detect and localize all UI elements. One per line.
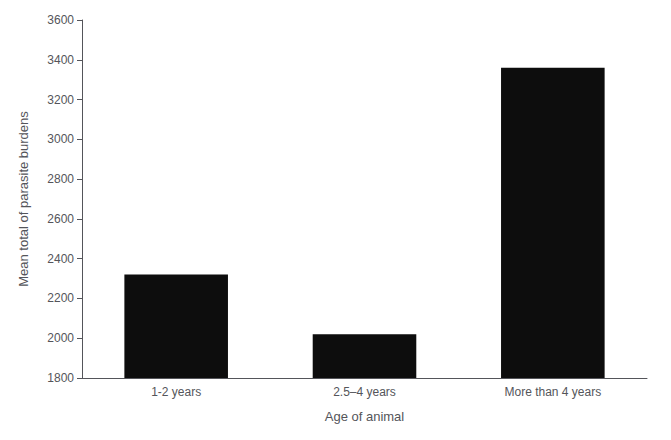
svg-text:3600: 3600: [47, 13, 74, 27]
svg-text:2400: 2400: [47, 252, 74, 266]
svg-text:More than 4 years: More than 4 years: [504, 385, 601, 399]
svg-text:1-2 years: 1-2 years: [151, 385, 201, 399]
svg-text:2.5–4 years: 2.5–4 years: [333, 385, 396, 399]
svg-text:2200: 2200: [47, 291, 74, 305]
svg-text:2000: 2000: [47, 331, 74, 345]
svg-text:2600: 2600: [47, 212, 74, 226]
svg-text:3200: 3200: [47, 93, 74, 107]
svg-text:1800: 1800: [47, 371, 74, 385]
svg-text:2800: 2800: [47, 172, 74, 186]
svg-text:3400: 3400: [47, 53, 74, 67]
svg-text:3000: 3000: [47, 132, 74, 146]
svg-text:Mean total of parasite burdens: Mean total of parasite burdens: [16, 111, 31, 287]
svg-text:Age of animal: Age of animal: [325, 409, 405, 424]
